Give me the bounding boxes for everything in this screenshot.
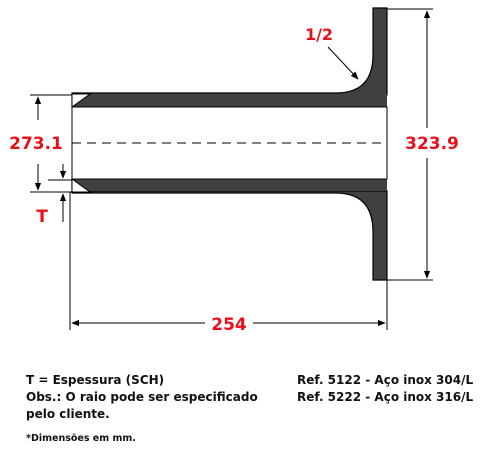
lower-wall-body — [72, 179, 387, 191]
reference-304: Ref. 5122 - Aço inox 304/L — [297, 373, 474, 387]
radius-note-cont: pelo cliente. — [26, 407, 110, 421]
thickness-note: T = Espessura (SCH) — [26, 373, 165, 387]
radius-note: Obs.: O raio pode ser especificado — [26, 390, 258, 404]
right-diameter-label: 323.9 — [405, 134, 459, 154]
dimensions-footnote: *Dimensões em mm. — [26, 433, 136, 444]
flange-upper-wall — [71, 7, 388, 108]
left-diameter-label: 273.1 — [9, 134, 63, 154]
thickness-label: T — [36, 207, 48, 227]
notes-block: T = Espessura (SCH) Obs.: O raio pode se… — [26, 372, 258, 423]
left-chamfer-top — [71, 93, 92, 108]
reference-316: Ref. 5222 - Aço inox 316/L — [297, 390, 474, 404]
length-label: 254 — [211, 315, 247, 335]
radius-leader — [327, 46, 359, 80]
flange-lower-wall — [71, 177, 388, 281]
references-block: Ref. 5122 - Aço inox 304/L Ref. 5222 - A… — [297, 372, 473, 406]
radius-label: 1/2 — [305, 25, 333, 44]
upper-wall-body — [72, 94, 387, 107]
left-chamfer-bottom — [71, 178, 92, 193]
